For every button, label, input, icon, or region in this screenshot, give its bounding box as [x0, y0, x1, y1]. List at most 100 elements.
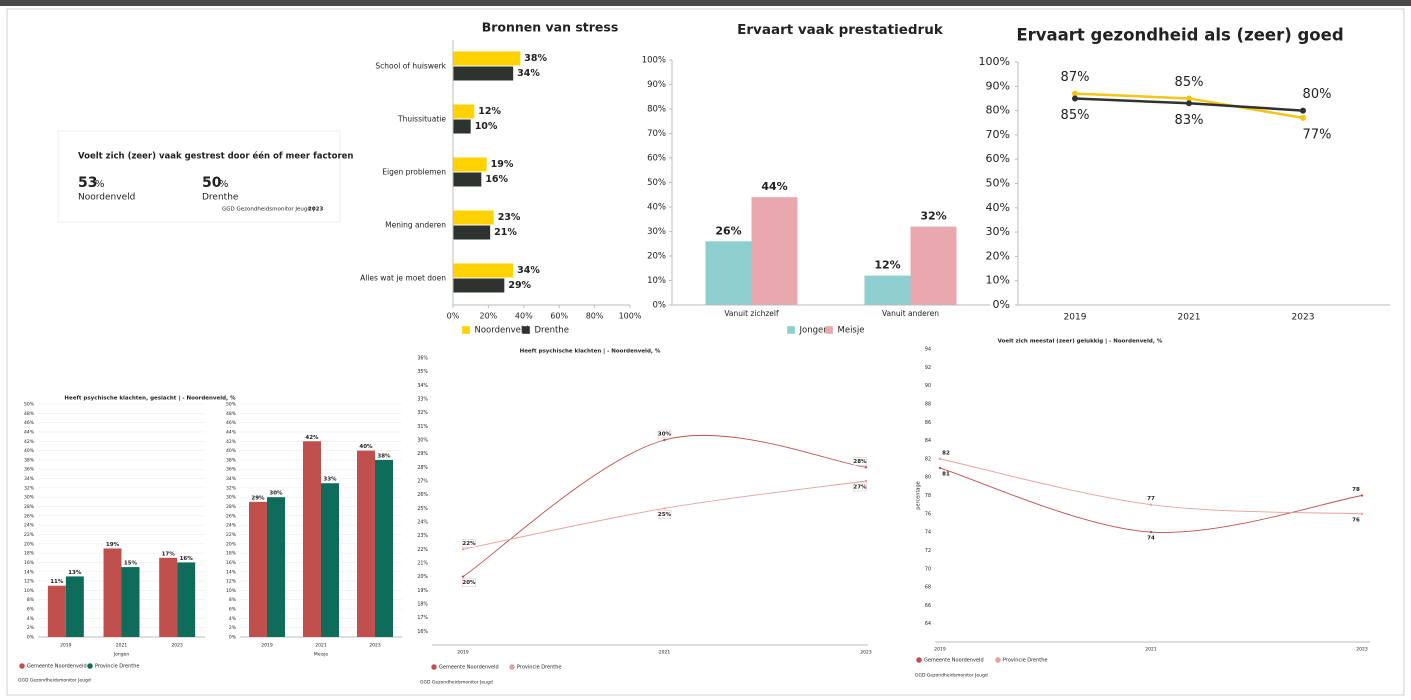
y-tick-label: 26%: [226, 513, 237, 519]
y-tick-label: 32%: [226, 485, 237, 491]
y-tick-label: 29%: [417, 451, 428, 457]
y-tick-label: 24%: [226, 523, 237, 529]
y-axis-label: percentage: [916, 481, 922, 509]
value-label: 15%: [124, 561, 138, 567]
y-tick-label: 90%: [986, 79, 1010, 92]
y-tick-label: 0%: [229, 635, 237, 641]
y-tick-label: 10%: [986, 274, 1010, 287]
y-tick-label: 30%: [647, 227, 666, 237]
y-tick-label: 23%: [417, 533, 428, 539]
category-label: School of huiswerk: [375, 62, 446, 71]
kpi-unit: %: [95, 179, 105, 190]
point: [1300, 107, 1306, 114]
bar: [453, 66, 514, 81]
y-tick-label: 34%: [417, 383, 428, 389]
y-tick-label: 28%: [226, 504, 237, 510]
x-tick-label: 80%: [586, 312, 604, 321]
kpi-label: Drenthe: [202, 193, 239, 203]
y-tick-label: 22%: [24, 532, 35, 538]
y-tick-label: 19%: [417, 588, 428, 594]
y-tick-label: 72: [925, 548, 931, 554]
y-tick-label: 0%: [993, 298, 1010, 311]
y-tick-label: 38%: [24, 457, 35, 463]
point: [1300, 114, 1306, 121]
y-tick-label: 8%: [27, 597, 35, 603]
value-label: 30%: [269, 491, 283, 497]
point: [1360, 494, 1364, 497]
bar: [453, 278, 505, 293]
y-tick-label: 2%: [27, 625, 35, 631]
y-tick-label: 76: [925, 511, 931, 517]
legend-swatch: [995, 657, 1001, 663]
y-tick-label: 50%: [226, 402, 237, 408]
value-label: 82: [942, 450, 950, 456]
y-tick-label: 21%: [417, 561, 428, 567]
point: [938, 466, 942, 470]
category-label: 2019: [1064, 313, 1087, 323]
legend-label: Meisje: [838, 326, 865, 336]
y-tick-label: 31%: [417, 424, 428, 430]
y-tick-label: 6%: [27, 607, 35, 613]
category-label: 2019: [60, 643, 72, 649]
panel-label: Jongen: [113, 652, 130, 658]
point: [1360, 512, 1364, 516]
value-label: 11%: [50, 579, 64, 585]
y-tick-label: 14%: [226, 569, 237, 575]
bar: [910, 226, 957, 305]
bar: [705, 241, 752, 305]
value-label: 80%: [1303, 87, 1332, 102]
y-tick-label: 82: [925, 456, 931, 462]
bar: [453, 225, 491, 240]
bar: [375, 459, 393, 637]
value-label: 12%: [874, 259, 900, 272]
value-label: 81: [942, 472, 950, 478]
y-tick-label: 30%: [226, 495, 237, 501]
value-label-box: [853, 482, 867, 492]
y-tick-label: 70%: [647, 129, 666, 139]
y-tick-label: 10%: [24, 588, 35, 594]
value-label: 17%: [162, 551, 176, 557]
y-tick-label: 48%: [226, 411, 237, 417]
kpi-value: 53: [78, 175, 97, 191]
y-tick-label: 78: [925, 493, 931, 499]
value-label: 34%: [517, 265, 540, 276]
category-label: 2023: [860, 650, 872, 656]
y-tick-label: 44%: [24, 429, 35, 435]
point: [663, 507, 666, 510]
value-label: 21%: [494, 227, 517, 238]
y-tick-label: 35%: [417, 369, 428, 375]
value-label: 76: [1352, 517, 1360, 523]
kpi-source: GGD Gezondheidsmonitor Jeugd |: [222, 207, 315, 213]
value-label-box: [462, 539, 476, 548]
y-tick-label: 70: [925, 566, 931, 572]
bar: [357, 450, 375, 637]
y-tick-label: 44%: [226, 429, 237, 435]
y-tick-label: 10%: [647, 276, 666, 286]
value-label: 23%: [498, 212, 521, 223]
kpi-source-year: 2023: [308, 207, 323, 213]
category-label: Alles wat je moet doen: [360, 274, 446, 283]
value-label: 44%: [761, 180, 787, 193]
y-tick-label: 20%: [24, 541, 35, 547]
y-tick-label: 0%: [27, 635, 35, 641]
kpi-label: Noordenveld: [78, 193, 135, 203]
value-label: 38%: [377, 453, 391, 459]
point: [1072, 90, 1078, 97]
bar: [47, 585, 66, 637]
point: [1186, 95, 1192, 102]
bar: [453, 119, 471, 134]
value-label-box: [657, 510, 672, 519]
category-label: 2021: [315, 643, 327, 649]
value-label: 25%: [658, 512, 672, 518]
y-tick-label: 25%: [417, 506, 428, 512]
legend-label: Gemeente Noordenveld: [924, 658, 984, 664]
y-tick-label: 32%: [417, 410, 428, 416]
y-tick-label: 22%: [417, 547, 428, 553]
y-tick-label: 24%: [417, 520, 428, 526]
panel-label: Meisje: [314, 652, 328, 658]
y-tick-label: 22%: [226, 532, 237, 538]
value-label: 12%: [478, 106, 501, 117]
value-label: 22%: [462, 541, 476, 547]
bar: [177, 562, 196, 637]
category-label: 2023: [171, 643, 183, 649]
